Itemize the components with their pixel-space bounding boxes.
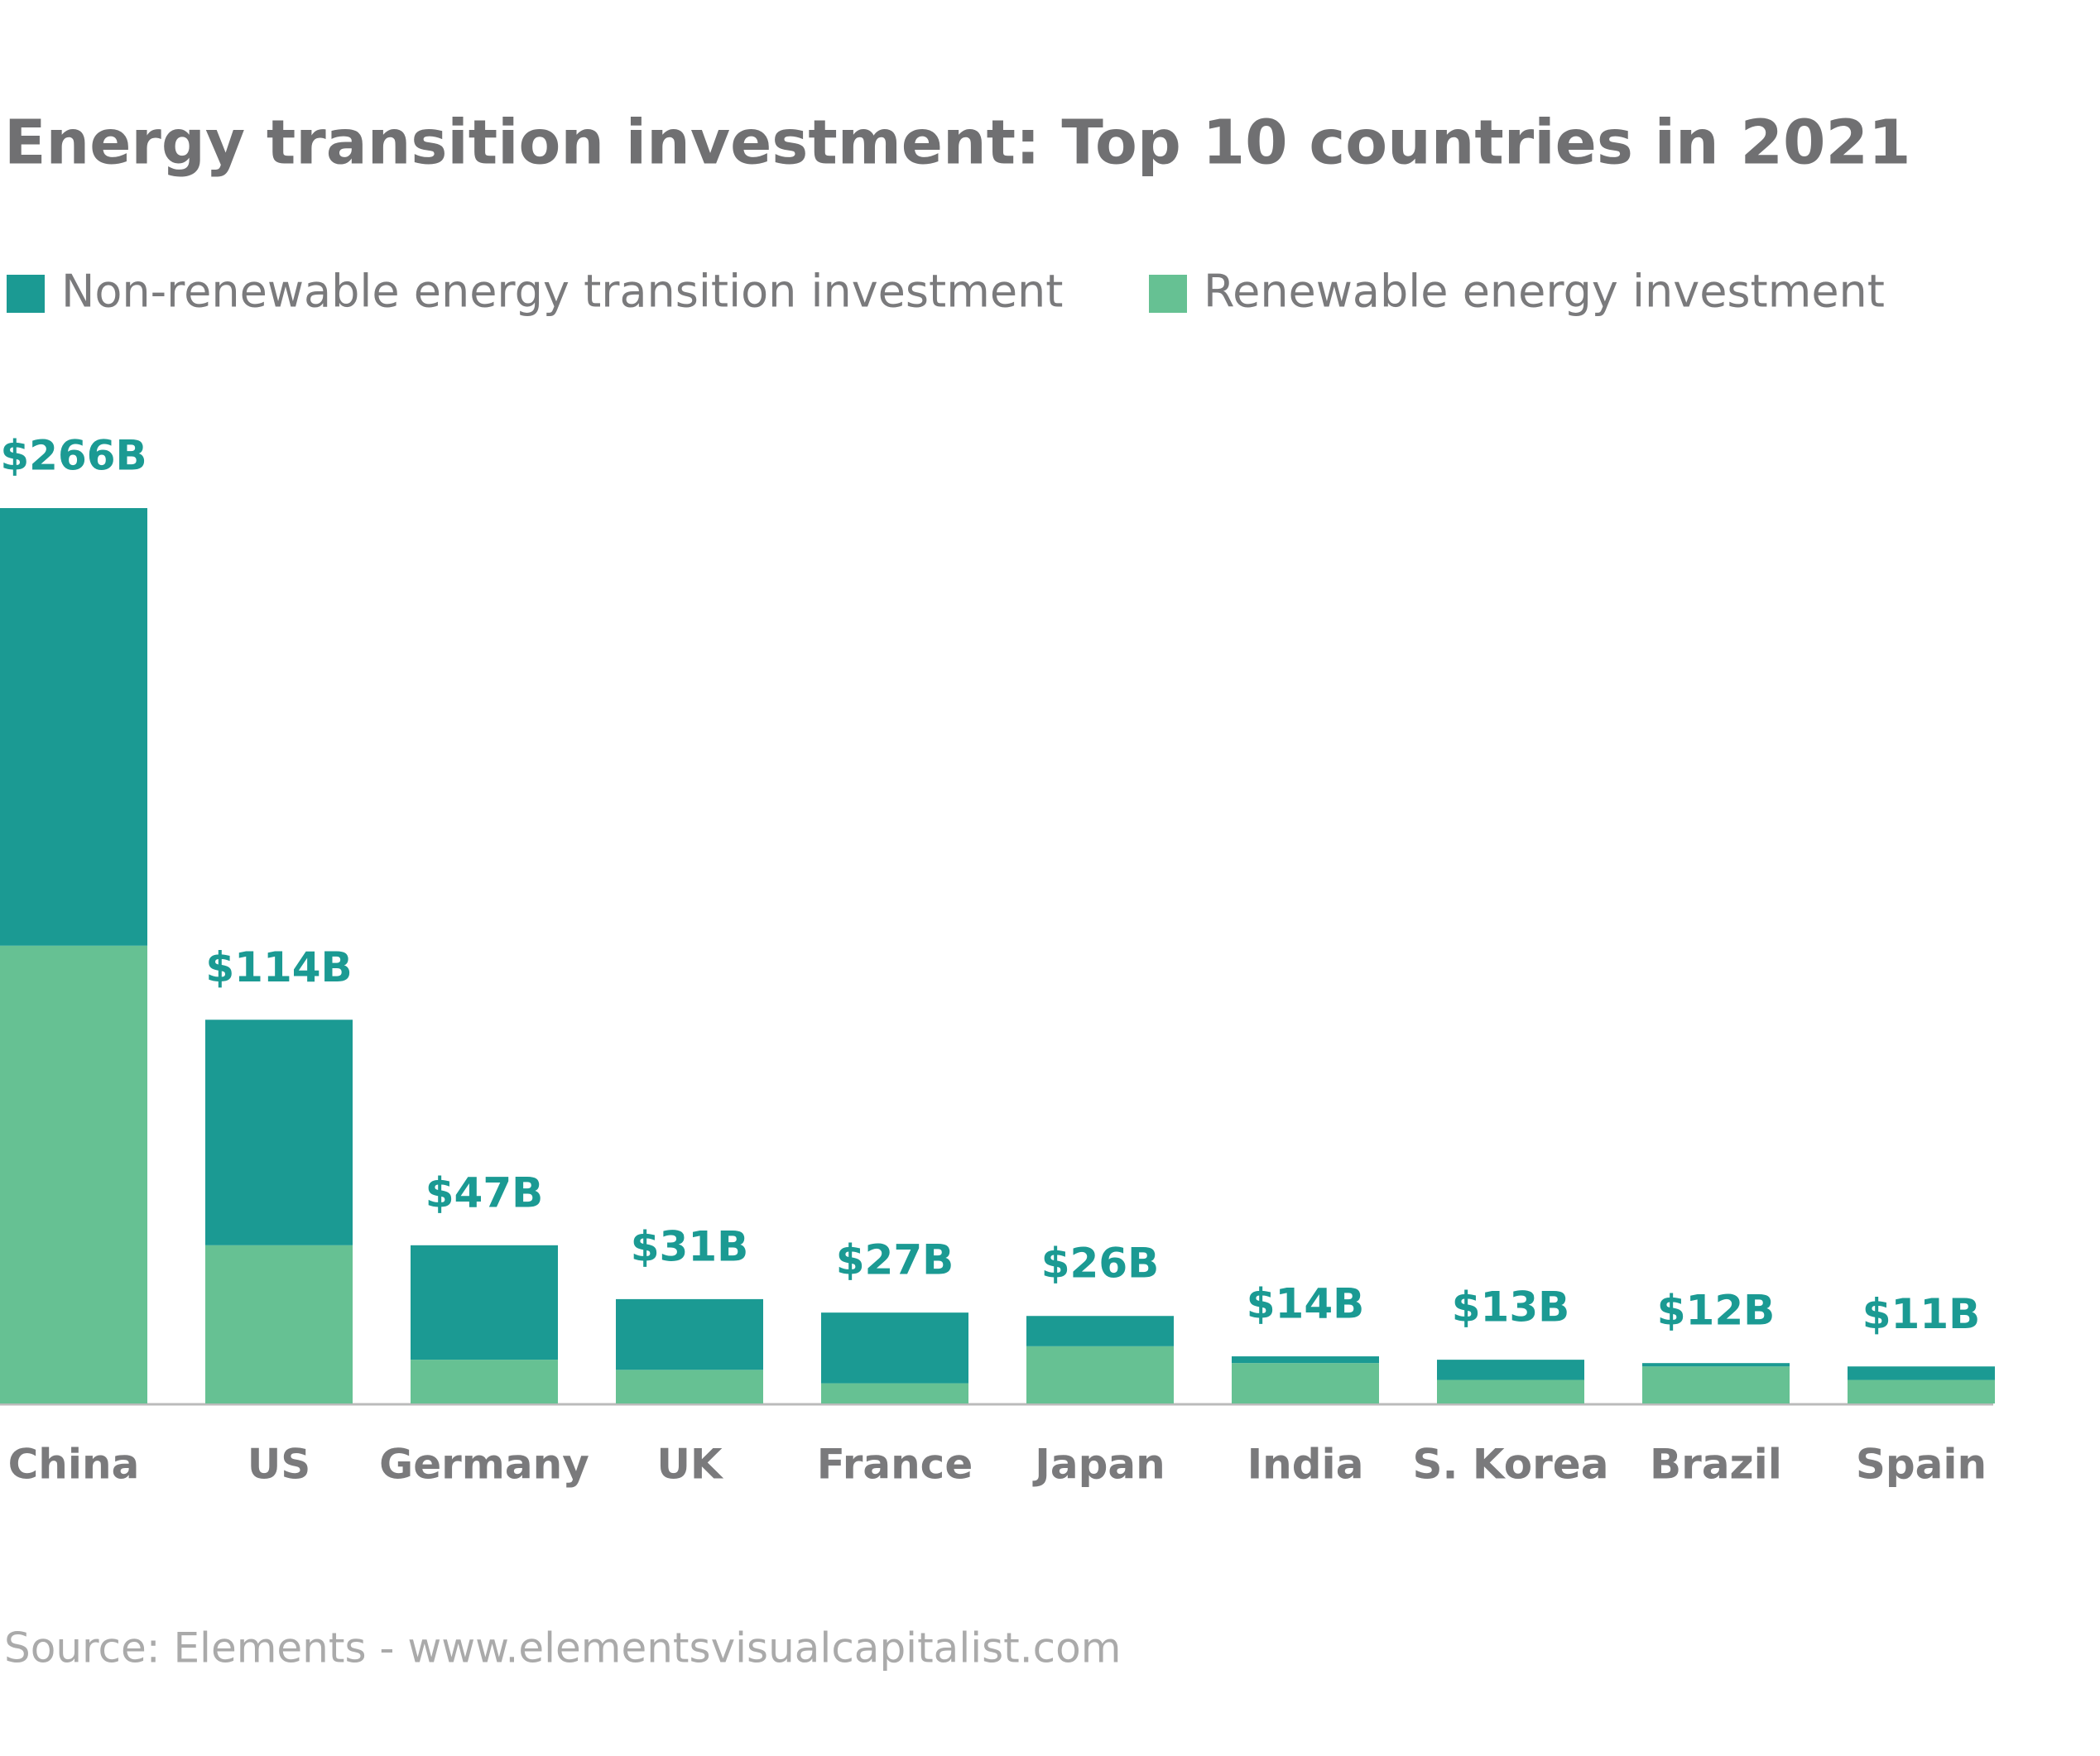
- source: Source: Elements - www.elementsvisualcap…: [4, 1624, 1121, 1672]
- x-tick-label: France: [817, 1441, 973, 1489]
- total-label: $11B: [1862, 1290, 1980, 1338]
- bar-segment: [1232, 1356, 1379, 1364]
- total-label: $26B: [1041, 1240, 1159, 1288]
- bar-segment: [205, 1020, 353, 1245]
- bar-segment: [411, 1245, 558, 1360]
- bar-segment: [1642, 1363, 1790, 1367]
- x-tick-label: China: [8, 1441, 140, 1489]
- bar-segment: [1848, 1379, 1995, 1403]
- x-tick-label: UK: [656, 1441, 724, 1489]
- bar-segment: [616, 1370, 763, 1403]
- x-tick-label: S. Korea: [1413, 1441, 1609, 1489]
- total-label: $13B: [1452, 1283, 1569, 1331]
- bar-segment: [1232, 1363, 1379, 1403]
- total-label: $114B: [205, 943, 352, 991]
- bar-segment: [205, 1245, 353, 1403]
- total-label: $12B: [1657, 1287, 1775, 1335]
- total-label: $47B: [425, 1168, 543, 1216]
- total-label: $27B: [836, 1236, 954, 1284]
- legend-label: Non-renewable energy transition investme…: [61, 266, 1063, 318]
- x-tick-label: India: [1247, 1441, 1364, 1489]
- x-tick-label: Brazil: [1650, 1441, 1782, 1489]
- bar-segment: [821, 1312, 968, 1384]
- bar-segment: [1848, 1366, 1995, 1380]
- total-label: $31B: [631, 1222, 748, 1270]
- bar-segment: [0, 945, 147, 1403]
- x-tick-label: Japan: [1032, 1441, 1165, 1489]
- legend-swatch: [1149, 275, 1187, 313]
- bar-segment: [411, 1360, 558, 1403]
- bar-segment: [1437, 1379, 1584, 1403]
- total-label: $14B: [1247, 1280, 1364, 1328]
- bar-segment: [616, 1298, 763, 1370]
- x-tick-label: US: [247, 1441, 311, 1489]
- bar-segment: [1437, 1360, 1584, 1380]
- chart-title: Energy transition investment: Top 10 cou…: [4, 108, 1910, 179]
- bar-segment: [821, 1383, 968, 1403]
- x-tick-label: Spain: [1856, 1441, 1987, 1489]
- bar-segment: [1026, 1316, 1174, 1346]
- bar-segment: [1026, 1346, 1174, 1403]
- bar-segment: [0, 508, 147, 946]
- bar-segment: [1642, 1366, 1790, 1403]
- legend-swatch: [7, 275, 45, 313]
- x-tick-label: Germany: [379, 1441, 589, 1489]
- legend-label: Renewable energy investment: [1204, 266, 1885, 318]
- total-label: $266B: [0, 432, 147, 480]
